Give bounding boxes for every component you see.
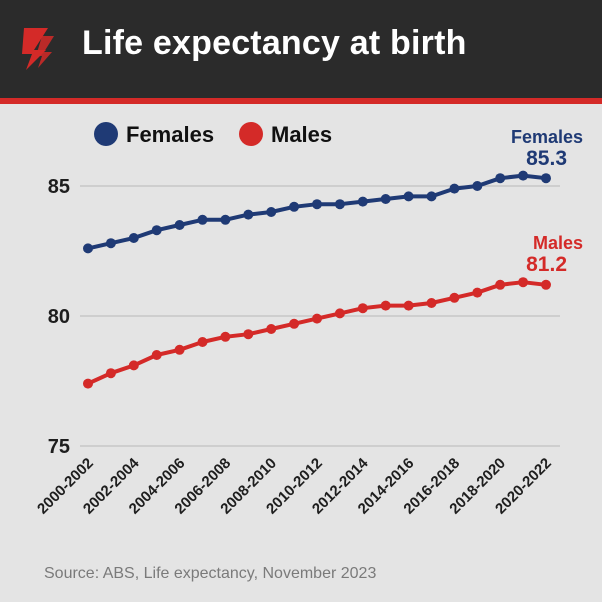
data-point-males	[151, 350, 162, 360]
data-point-females	[105, 238, 116, 249]
data-point-males	[197, 337, 208, 347]
data-point-females	[197, 214, 208, 225]
legend-label-females: Females	[126, 122, 214, 147]
end-label-value-males: 81.2	[526, 253, 567, 276]
data-point-males	[289, 318, 300, 329]
data-point-females	[472, 181, 483, 191]
data-point-females	[151, 225, 162, 236]
data-point-males	[449, 292, 460, 303]
data-point-males	[83, 378, 93, 389]
series-lines	[83, 170, 551, 389]
data-point-males	[403, 300, 414, 311]
legend: Females Males	[94, 122, 332, 147]
y-tick-label-80: 80	[48, 306, 70, 328]
data-point-males	[220, 331, 231, 342]
end-label-name-males: Males	[533, 233, 583, 253]
data-point-females	[380, 194, 391, 204]
data-point-males	[472, 287, 483, 298]
end-label-value-females: 85.3	[526, 147, 567, 170]
data-point-females	[289, 201, 300, 212]
x-axis-ticks: 2000-20022002-20042004-20062006-20082008…	[34, 454, 555, 517]
data-point-females	[518, 170, 529, 181]
data-point-males	[426, 298, 437, 308]
legend-marker-males	[239, 122, 263, 146]
data-point-females	[243, 209, 254, 220]
data-point-males	[243, 329, 254, 340]
sbs-logo-icon	[22, 28, 54, 70]
data-point-males	[174, 344, 185, 355]
data-point-females	[357, 196, 368, 207]
data-point-females	[174, 220, 185, 230]
y-axis-ticks: 75 80 85	[48, 176, 70, 458]
y-tick-label-75: 75	[48, 436, 70, 458]
legend-marker-females	[94, 122, 118, 146]
data-point-males	[312, 313, 322, 324]
data-point-males	[266, 324, 277, 334]
data-point-males	[541, 279, 551, 290]
data-point-females	[426, 191, 437, 202]
data-point-males	[495, 279, 506, 290]
legend-label-males: Males	[271, 122, 332, 147]
page-title: Life expectancy at birth	[82, 24, 467, 62]
data-point-females	[266, 207, 277, 217]
data-point-females	[128, 233, 139, 243]
data-point-females	[312, 199, 322, 210]
data-point-males	[380, 300, 391, 311]
header-bar	[0, 0, 602, 98]
data-point-females	[334, 199, 345, 210]
data-point-females	[449, 183, 460, 194]
data-point-males	[357, 303, 368, 314]
data-point-females	[495, 173, 506, 184]
data-point-males	[518, 277, 529, 288]
data-point-males	[128, 360, 139, 371]
data-point-females	[541, 173, 551, 184]
data-point-males	[105, 368, 116, 379]
y-tick-label-85: 85	[48, 176, 70, 198]
data-point-males	[334, 308, 345, 319]
data-point-females	[83, 243, 93, 254]
data-point-females	[403, 191, 414, 202]
data-point-females	[220, 214, 231, 225]
source-note: Source: ABS, Life expectancy, November 2…	[44, 565, 377, 582]
header-accent-rule	[0, 98, 602, 104]
end-label-name-females: Females	[511, 127, 583, 147]
